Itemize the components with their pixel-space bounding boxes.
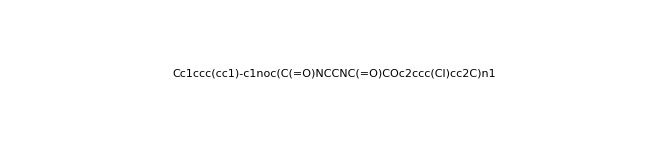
Text: Cc1ccc(cc1)-c1noc(C(=O)NCCNC(=O)COc2ccc(Cl)cc2C)n1: Cc1ccc(cc1)-c1noc(C(=O)NCCNC(=O)COc2ccc(… [172, 69, 496, 79]
